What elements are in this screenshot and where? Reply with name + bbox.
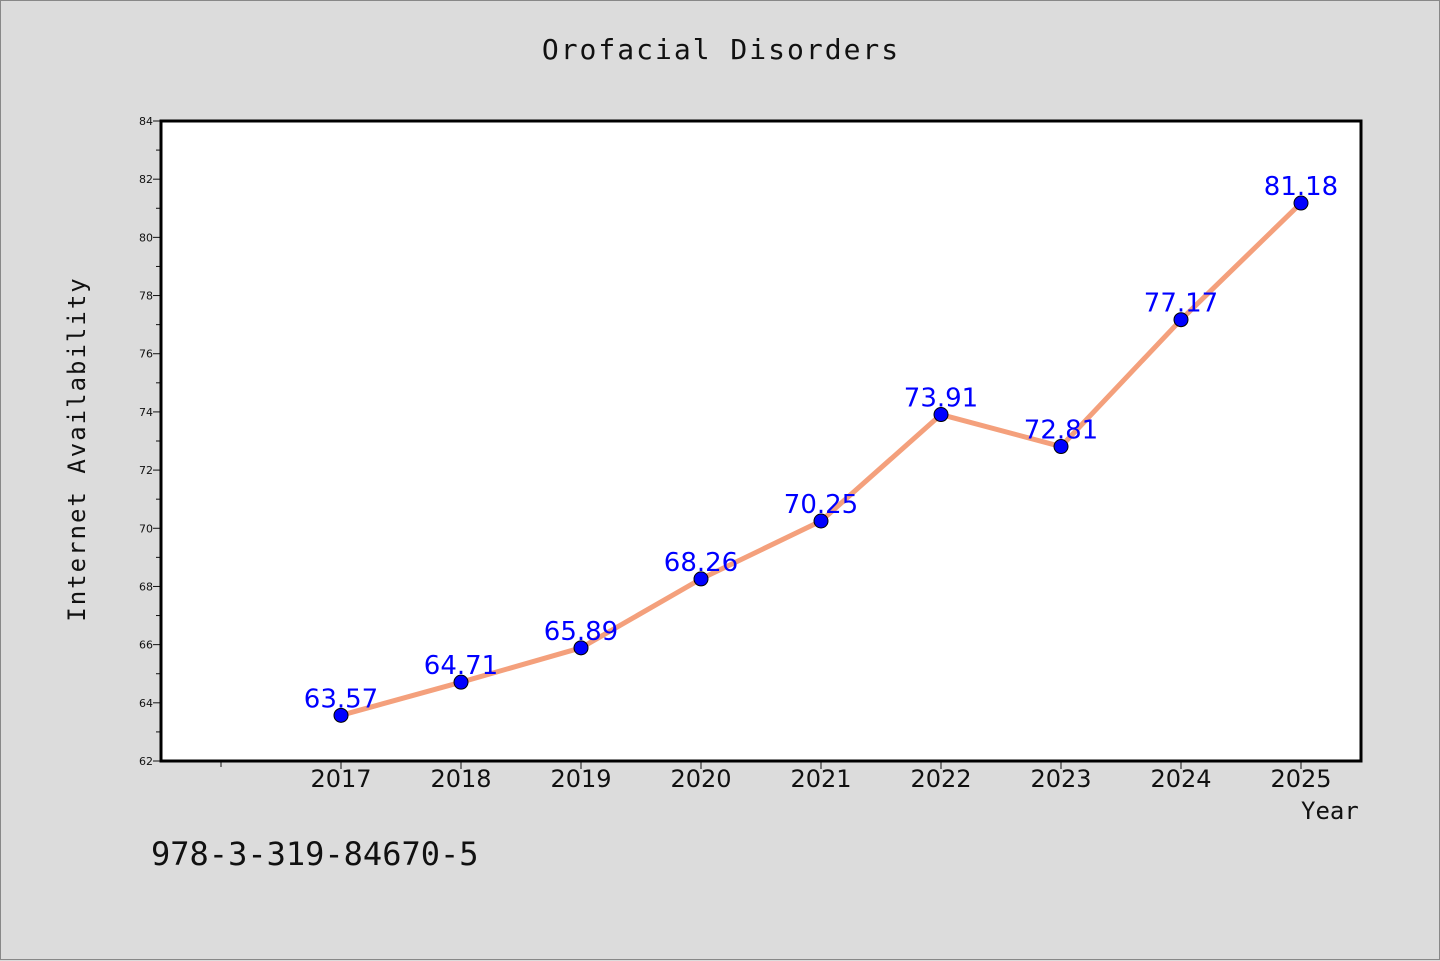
x-tick-label: 2019 xyxy=(550,765,611,793)
x-tick-label: 2022 xyxy=(910,765,971,793)
y-tick-label: 78 xyxy=(139,290,153,303)
x-tick-label: 2017 xyxy=(310,765,371,793)
data-point xyxy=(573,640,589,656)
x-tick-label: 2020 xyxy=(670,765,731,793)
y-tick-label: 64 xyxy=(139,697,153,710)
data-point xyxy=(1293,195,1309,211)
y-tick-label: 80 xyxy=(139,231,153,244)
data-point xyxy=(453,674,469,690)
y-tick-label: 70 xyxy=(139,522,153,535)
isbn-code: 978-3-319-84670-5 xyxy=(151,835,479,873)
data-point xyxy=(933,407,949,423)
y-tick-label: 68 xyxy=(139,580,153,593)
y-tick-label: 84 xyxy=(139,115,153,128)
data-point xyxy=(1053,439,1069,455)
data-point xyxy=(693,571,709,587)
plot-area xyxy=(161,121,1361,761)
x-axis-label: Year xyxy=(1301,797,1359,825)
y-tick-label: 82 xyxy=(139,173,153,186)
data-point xyxy=(1173,312,1189,328)
y-tick-label: 66 xyxy=(139,639,153,652)
x-tick-label: 2018 xyxy=(430,765,491,793)
x-tick-label: 2023 xyxy=(1030,765,1091,793)
y-tick-label: 62 xyxy=(139,755,153,768)
x-tick-label: 2025 xyxy=(1270,765,1331,793)
x-tick-label: 2021 xyxy=(790,765,851,793)
y-tick-label: 74 xyxy=(139,406,153,419)
data-point xyxy=(333,707,349,723)
x-tick-label: 2024 xyxy=(1150,765,1211,793)
chart-title: Orofacial Disorders xyxy=(541,33,901,66)
y-tick-label: 72 xyxy=(139,464,153,477)
data-point xyxy=(813,513,829,529)
plot-frame xyxy=(159,119,1363,763)
y-tick-label: 76 xyxy=(139,348,153,361)
